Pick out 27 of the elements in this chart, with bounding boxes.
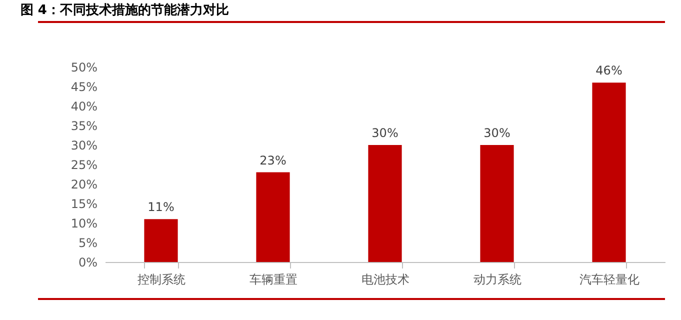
data-label: 30%: [484, 126, 510, 140]
y-tick-label: 30%: [70, 138, 98, 152]
x-tick-label: 控制系统: [138, 272, 186, 286]
y-tick-label: 20%: [70, 178, 98, 192]
y-tick-label: 5%: [78, 236, 98, 250]
y-tick-label: 10%: [70, 216, 98, 230]
bar: [256, 172, 290, 262]
chart-title: 图 4：不同技术措施的节能潜力对比: [20, 2, 229, 18]
y-tick-label: 45%: [70, 80, 98, 94]
y-tick-label: 50%: [70, 60, 98, 74]
bar: [368, 145, 402, 262]
y-tick-label: 25%: [70, 158, 98, 172]
data-label: 11%: [148, 200, 174, 214]
y-tick-label: 35%: [70, 119, 98, 133]
x-tick-label: 汽车轻量化: [580, 272, 640, 286]
bar: [144, 219, 178, 262]
data-label: 30%: [372, 126, 398, 140]
data-label: 23%: [260, 153, 286, 168]
x-tick-label: 动力系统: [474, 272, 522, 286]
y-tick-label: 40%: [70, 100, 98, 114]
bar: [592, 82, 626, 262]
x-tick-label: 电池技术: [362, 272, 410, 286]
x-tick-label: 车辆重置: [250, 272, 298, 286]
bar: [480, 145, 514, 262]
data-label: 46%: [596, 64, 622, 78]
y-tick-label: 0%: [78, 256, 98, 270]
y-tick-label: 15%: [70, 197, 98, 211]
